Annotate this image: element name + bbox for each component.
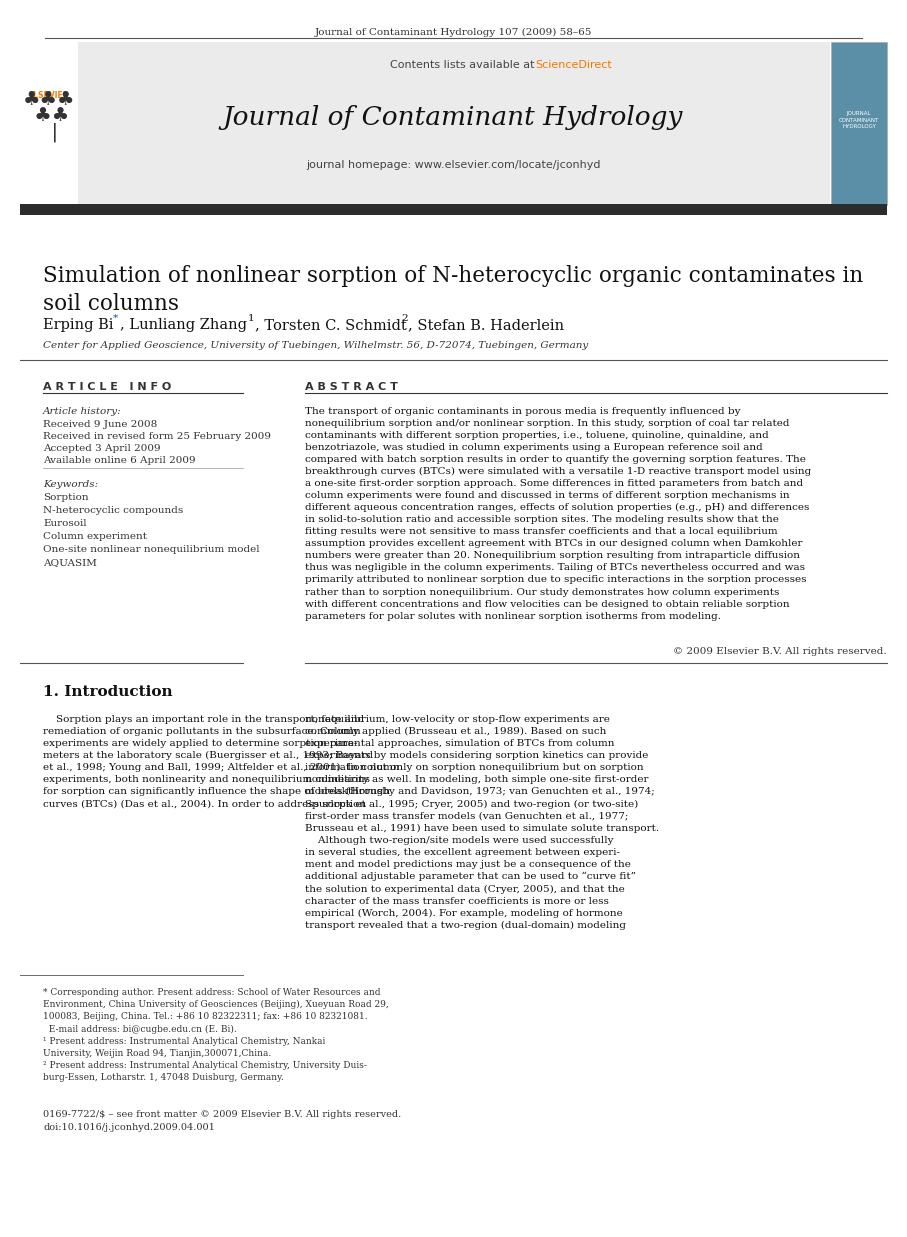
Text: , Stefan B. Haderlein: , Stefan B. Haderlein	[408, 318, 564, 332]
Text: Eurosoil: Eurosoil	[43, 520, 87, 528]
Text: Sorption plays an important role in the transport, fate and
remediation of organ: Sorption plays an important role in the …	[43, 715, 400, 809]
Text: * Corresponding author. Present address: School of Water Resources and
Environme: * Corresponding author. Present address:…	[43, 988, 389, 1082]
Text: Received 9 June 2008: Received 9 June 2008	[43, 421, 157, 429]
Text: Contents lists available at: Contents lists available at	[390, 61, 538, 71]
Text: Keywords:: Keywords:	[43, 480, 98, 489]
Bar	[78, 42, 830, 205]
Text: ScienceDirect: ScienceDirect	[535, 61, 611, 71]
Bar	[20, 42, 77, 205]
Text: nonequilibrium, low-velocity or stop-flow experiments are
commonly applied (Brus: nonequilibrium, low-velocity or stop-flo…	[305, 715, 659, 930]
Text: AQUASIM: AQUASIM	[43, 558, 97, 567]
Text: The transport of organic contaminants in porous media is frequently influenced b: The transport of organic contaminants in…	[305, 407, 811, 621]
Text: ♣♣♣
 ♣♣
  |: ♣♣♣ ♣♣ |	[23, 90, 75, 141]
Text: Sorption: Sorption	[43, 494, 89, 502]
Text: journal homepage: www.elsevier.com/locate/jconhyd: journal homepage: www.elsevier.com/locat…	[306, 160, 600, 169]
Text: Journal of Contaminant Hydrology: Journal of Contaminant Hydrology	[223, 105, 683, 130]
Text: Journal of Contaminant Hydrology 107 (2009) 58–65: Journal of Contaminant Hydrology 107 (20…	[315, 28, 591, 37]
Text: , Torsten C. Schmidt: , Torsten C. Schmidt	[255, 318, 406, 332]
Text: 1: 1	[248, 314, 255, 323]
Text: One-site nonlinear nonequilibrium model: One-site nonlinear nonequilibrium model	[43, 546, 259, 554]
Text: Article history:: Article history:	[43, 407, 122, 416]
Text: Received in revised form 25 February 2009: Received in revised form 25 February 200…	[43, 432, 271, 442]
Text: 1. Introduction: 1. Introduction	[43, 685, 172, 699]
Text: *: *	[113, 314, 118, 323]
Text: Center for Applied Geoscience, University of Tuebingen, Wilhelmstr. 56, D-72074,: Center for Applied Geoscience, Universit…	[43, 341, 589, 350]
Text: © 2009 Elsevier B.V. All rights reserved.: © 2009 Elsevier B.V. All rights reserved…	[673, 647, 887, 656]
Text: A B S T R A C T: A B S T R A C T	[305, 382, 398, 392]
Text: Simulation of nonlinear sorption of N-heterocyclic organic contaminates in
soil : Simulation of nonlinear sorption of N-he…	[43, 265, 863, 315]
Text: 0169-7722/$ – see front matter © 2009 Elsevier B.V. All rights reserved.
doi:10.: 0169-7722/$ – see front matter © 2009 El…	[43, 1110, 401, 1132]
Text: A R T I C L E   I N F O: A R T I C L E I N F O	[43, 382, 171, 392]
Text: Available online 6 April 2009: Available online 6 April 2009	[43, 456, 196, 465]
Text: Erping Bi: Erping Bi	[43, 318, 113, 332]
Bar	[831, 42, 887, 205]
Text: , Lunliang Zhang: , Lunliang Zhang	[120, 318, 247, 332]
Text: JOURNAL
CONTAMINANT
HYDROLOGY: JOURNAL CONTAMINANT HYDROLOGY	[839, 111, 879, 129]
Text: Column experiment: Column experiment	[43, 532, 147, 541]
Text: ELSEVIER: ELSEVIER	[29, 92, 69, 100]
Text: N-heterocyclic compounds: N-heterocyclic compounds	[43, 506, 183, 515]
Bar	[20, 204, 887, 215]
Text: Accepted 3 April 2009: Accepted 3 April 2009	[43, 444, 161, 453]
Text: 2: 2	[401, 314, 407, 323]
